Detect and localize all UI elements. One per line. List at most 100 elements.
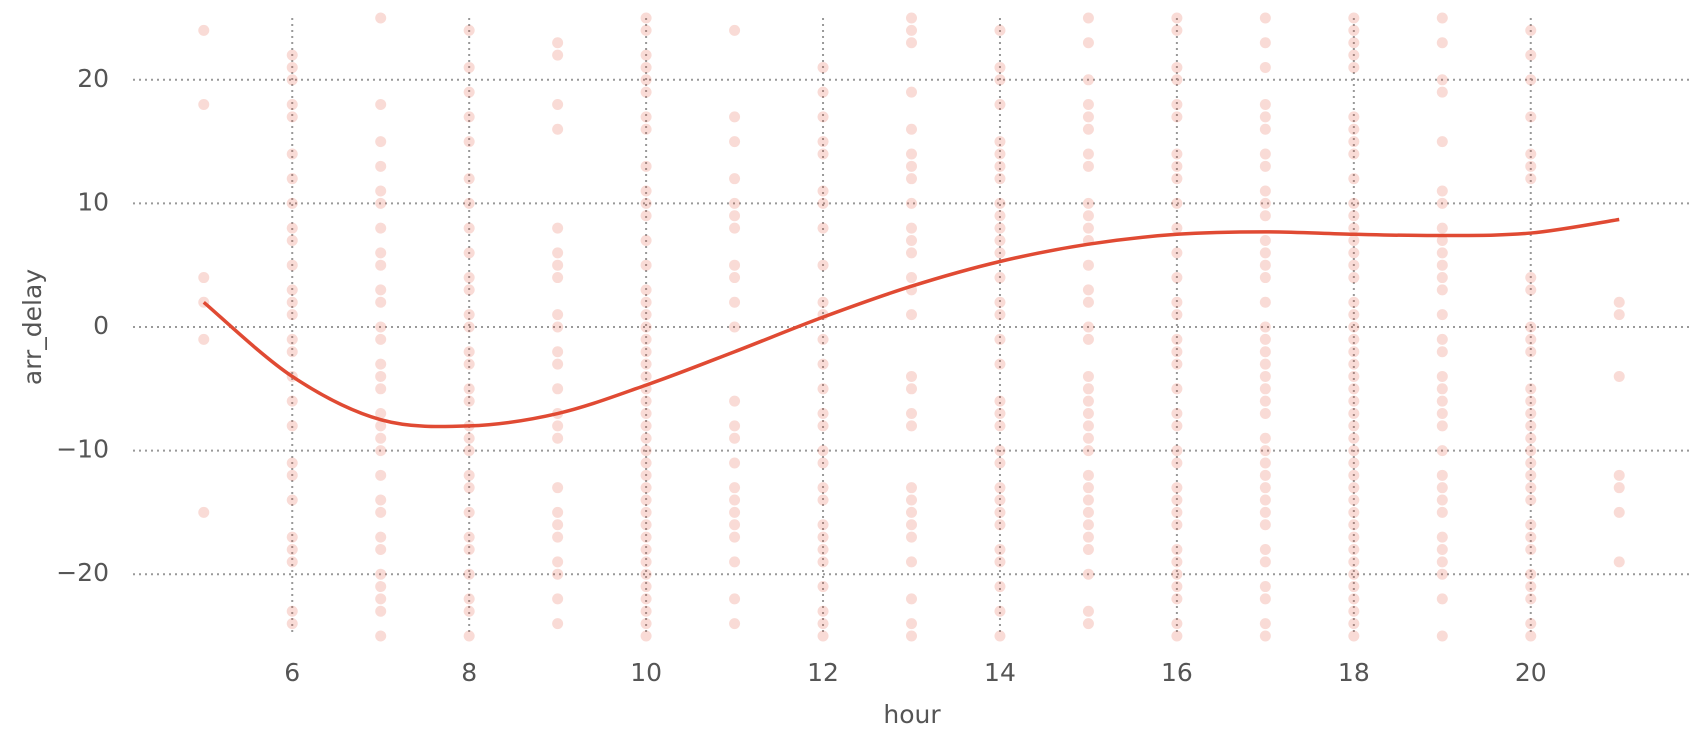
point [198,333,210,345]
point [552,482,564,494]
point [463,61,475,73]
point [1436,630,1448,642]
point [552,222,564,234]
point [1259,185,1271,197]
point [1082,123,1094,135]
point [906,160,917,172]
point [906,519,917,531]
point [1436,370,1448,382]
point [463,284,475,296]
point [1082,432,1094,444]
point [994,408,1006,420]
point [1348,247,1360,259]
point [994,543,1006,555]
point [817,543,829,555]
point [729,136,741,148]
point [906,148,917,160]
point [817,482,829,494]
point [286,222,298,234]
point [1436,333,1448,345]
point [1348,618,1360,630]
point [1613,370,1625,382]
point [640,234,652,246]
point [1082,370,1094,382]
point [1259,197,1271,209]
point [640,333,652,345]
point [1436,86,1448,98]
point [994,136,1006,148]
point [729,296,741,308]
point [729,531,741,543]
point [1082,605,1094,617]
point [375,333,387,345]
point [286,173,298,185]
point [994,457,1006,469]
point [906,370,917,382]
point [906,247,917,259]
point [994,581,1006,593]
point [1348,309,1360,321]
point [1348,506,1360,518]
point [552,568,564,580]
point [1082,321,1094,333]
point [375,432,387,444]
point [463,605,475,617]
point [640,494,652,506]
point [1082,222,1094,234]
point [463,136,475,148]
x-tick-label: 16 [1161,658,1193,687]
point [1259,99,1271,111]
point [463,445,475,457]
point [1259,370,1271,382]
point [906,222,917,234]
point [640,395,652,407]
point [994,247,1006,259]
point [1259,123,1271,135]
y-tick-label: 10 [77,187,109,216]
point [906,482,917,494]
point [1348,469,1360,481]
point [375,383,387,395]
point [640,506,652,518]
point [994,272,1006,284]
point [1171,346,1183,358]
point [1082,333,1094,345]
point [817,630,829,642]
point [729,593,741,605]
point [906,494,917,506]
point [1436,506,1448,518]
point [1348,12,1360,24]
point [375,259,387,271]
point [640,543,652,555]
point [463,247,475,259]
point [1259,259,1271,271]
point [552,593,564,605]
point [552,49,564,61]
point [817,457,829,469]
point [994,222,1006,234]
point [286,494,298,506]
point [286,420,298,432]
x-tick-label: 12 [807,658,839,687]
x-tick-label: 6 [284,658,300,687]
point [286,605,298,617]
point [1082,197,1094,209]
point [1613,556,1625,568]
point [1436,531,1448,543]
point [1613,506,1625,518]
point [463,506,475,518]
point [463,469,475,481]
point [463,222,475,234]
point [286,309,298,321]
point [1613,309,1625,321]
point [640,469,652,481]
point [1082,469,1094,481]
point [1348,494,1360,506]
point [463,630,475,642]
point [1348,519,1360,531]
point [817,148,829,160]
point [1259,445,1271,457]
point [1348,630,1360,642]
point [1082,148,1094,160]
